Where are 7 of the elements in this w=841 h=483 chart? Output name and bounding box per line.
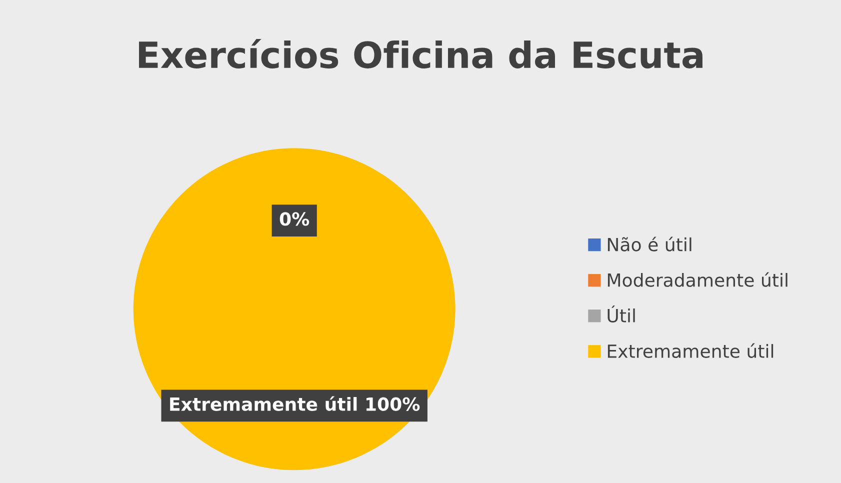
legend-label: Moderadamente útil xyxy=(608,272,788,287)
data-label: Extremamente útil 100% xyxy=(170,396,420,411)
text: 0% xyxy=(280,212,310,226)
chart-title: Exercícios Oficina da Escuta xyxy=(139,39,702,68)
legend-label: Útil xyxy=(608,306,635,322)
legend-label: Não é útil xyxy=(608,236,692,252)
legend-label: Extremamente útil xyxy=(608,343,774,358)
